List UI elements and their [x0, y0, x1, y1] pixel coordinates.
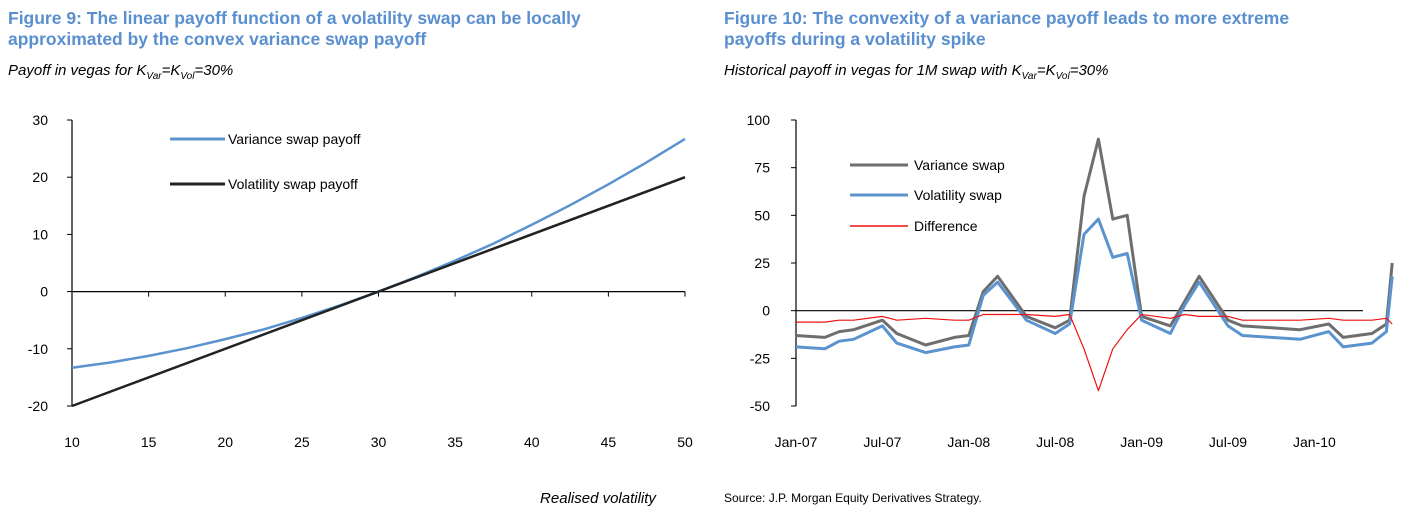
fig9-x-tick-label: 30	[371, 434, 387, 450]
figure10-subtitle: Historical payoff in vegas for 1M swap w…	[724, 62, 1109, 82]
fig10-legend-label: Difference	[914, 218, 978, 234]
fig10-y-tick-label: -25	[750, 350, 770, 366]
fig9-series-volatility-line	[71, 176, 686, 408]
fig10-y-tick-label: -50	[750, 398, 770, 414]
fig9-y-tick-label: -10	[28, 341, 48, 357]
fig9-y-tick-label: 0	[40, 284, 48, 300]
fig9-x-tick-label: 40	[524, 434, 540, 450]
fig10-legend-label: Variance swap	[914, 157, 1005, 173]
fig10-x-tick-label: Jan-09	[1120, 434, 1163, 450]
fig9-y-tick-label: -20	[28, 398, 48, 414]
fig9-x-tick-label: 50	[677, 434, 693, 450]
fig10-x-tick-label: Jul-09	[1209, 434, 1247, 450]
source-note: Source: J.P. Morgan Equity Derivatives S…	[724, 491, 982, 505]
fig10-legend-label: Volatility swap	[914, 187, 1002, 203]
fig10-y-tick-label: 100	[747, 112, 771, 128]
fig9-x-tick-label: 35	[447, 434, 463, 450]
fig10-x-tick-label: Jul-07	[863, 434, 901, 450]
fig10-y-tick-label: 0	[762, 303, 770, 319]
fig10-y-tick-label: 50	[754, 207, 770, 223]
fig9-x-tick-label: 45	[601, 434, 617, 450]
fig9-x-tick-label: 10	[64, 434, 80, 450]
fig10-series-volatility-line	[795, 217, 1394, 355]
figure9-title-line2: approximated by the convex variance swap…	[8, 29, 427, 49]
fig10-x-tick-label: Jan-07	[775, 434, 818, 450]
fig10-y-tick-label: 25	[754, 255, 770, 271]
fig9-y-tick-label: 10	[32, 226, 48, 242]
fig10-x-tick-label: Jul-08	[1036, 434, 1074, 450]
fig9-legend-label: Variance swap payoff	[228, 131, 361, 147]
fig9-y-tick-label: 20	[32, 169, 48, 185]
fig9-x-tick-label: 20	[217, 434, 233, 450]
fig10-x-tick-label: Jan-08	[947, 434, 990, 450]
fig10-x-tick-label: Jan-10	[1293, 434, 1336, 450]
fig9-series-variance-line	[71, 137, 686, 369]
figure9-subtitle: Payoff in vegas for KVar=KVol=30%	[8, 62, 234, 82]
fig10-series-difference-line	[796, 313, 1393, 392]
fig10-series-variance-line	[795, 137, 1394, 347]
figure10-title-line2: payoffs during a volatility spike	[724, 29, 986, 49]
fig9-legend-label: Volatility swap payoff	[228, 176, 358, 192]
fig9-x-axis-label: Realised volatility	[540, 490, 657, 507]
fig10-y-tick-label: 75	[754, 160, 770, 176]
figure9-title-line1: Figure 9: The linear payoff function of …	[8, 8, 581, 28]
fig9-x-tick-label: 25	[294, 434, 310, 450]
figure10-title-line1: Figure 10: The convexity of a variance p…	[724, 8, 1290, 28]
fig9-y-tick-label: 30	[32, 112, 48, 128]
fig9-x-tick-label: 15	[141, 434, 157, 450]
